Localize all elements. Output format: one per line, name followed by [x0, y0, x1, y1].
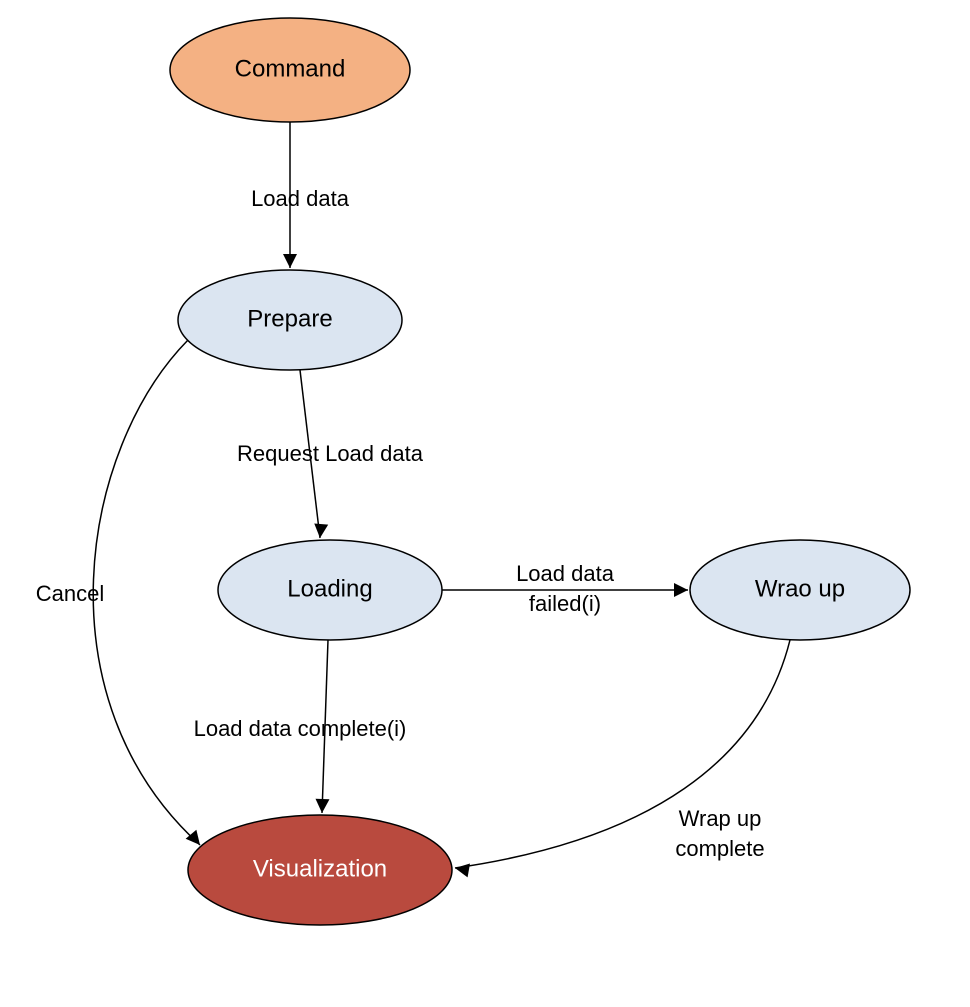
edge-prepare_visualization: Cancel	[36, 340, 200, 845]
edge-wrapup_visualization: Wrap up complete	[455, 640, 790, 877]
edge-loading_wrapup-arrow	[674, 583, 688, 597]
edge-prepare_loading-arrow	[314, 523, 328, 538]
edge-loading_wrapup-label-2: failed(i)	[529, 591, 601, 616]
node-loading-label: Loading	[287, 575, 372, 602]
node-prepare: Prepare	[178, 270, 402, 370]
edge-command_prepare: Load data	[251, 122, 350, 268]
node-visualization: Visualization	[188, 815, 452, 925]
node-command-label: Command	[235, 55, 346, 82]
edge-wrapup_visualization-label-1: Wrap up	[679, 806, 762, 831]
node-command: Command	[170, 18, 410, 122]
node-visualization-label: Visualization	[253, 855, 387, 882]
edges-group: Load data Request Load data Load data faile…	[36, 122, 790, 877]
edge-loading_wrapup: Load data failed(i)	[442, 561, 688, 616]
edge-prepare_loading: Request Load data	[237, 370, 424, 538]
node-wrapup-label: Wrao up	[755, 575, 845, 602]
flowchart-canvas: Load data Request Load data Load data faile…	[0, 0, 970, 1007]
edge-loading_visualization: Load data complete(i)	[194, 640, 407, 813]
edge-command_prepare-arrow	[283, 254, 297, 268]
edge-command_prepare-label: Load data	[251, 186, 350, 211]
node-prepare-label: Prepare	[247, 305, 332, 332]
edge-loading_visualization-arrow	[315, 799, 329, 813]
edge-prepare_loading-label: Request Load data	[237, 441, 424, 466]
node-loading: Loading	[218, 540, 442, 640]
edge-prepare_visualization-arrow	[186, 830, 200, 845]
edge-wrapup_visualization-label-2: complete	[675, 836, 764, 861]
edge-wrapup_visualization-line	[455, 640, 790, 868]
node-wrapup: Wrao up	[690, 540, 910, 640]
edge-prepare_visualization-label: Cancel	[36, 581, 104, 606]
edge-loading_wrapup-label-1: Load data	[516, 561, 615, 586]
edge-prepare_visualization-line	[93, 340, 200, 845]
edge-loading_visualization-label: Load data complete(i)	[194, 716, 407, 741]
edge-wrapup_visualization-arrow	[455, 864, 470, 878]
